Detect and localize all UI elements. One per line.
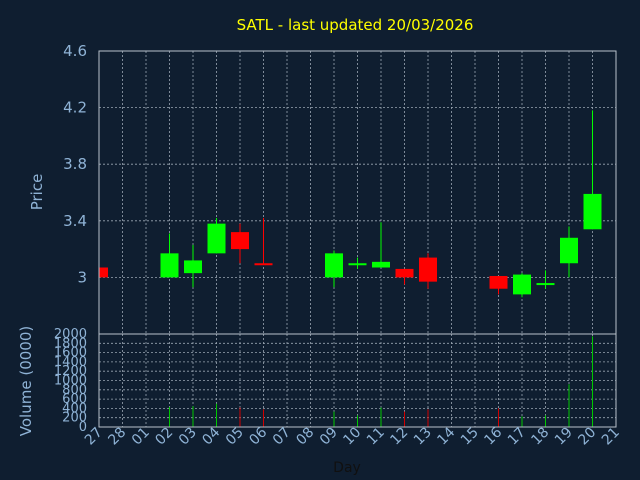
- candle-body: [395, 268, 414, 278]
- candle-body: [99, 267, 108, 278]
- price-y-tick-label: 4.2: [63, 99, 87, 117]
- candle-body: [160, 253, 179, 278]
- volume-y-tick-label: 1200: [54, 364, 87, 379]
- candle-body: [489, 275, 508, 289]
- price-y-tick-label: 3.8: [63, 155, 87, 173]
- candle-body: [372, 261, 390, 268]
- x-axis-label: Day: [333, 460, 361, 476]
- volume-y-tick-label: 1800: [54, 336, 87, 351]
- price-axis-label: Price: [28, 174, 46, 211]
- price-y-ticks: 3 3.4 3.8 4.2 4.6: [63, 42, 87, 286]
- volume-y-tick-label: 400: [62, 401, 87, 416]
- volume-y-tick-label: 2000: [54, 327, 87, 342]
- volume-y-tick-label: 200: [62, 411, 87, 426]
- volume-bars: [169, 336, 593, 427]
- candle-body: [560, 237, 578, 264]
- x-ticks: 27 28 01 02 03 04 05 06 07 08 09 10 11 12 13 14 15 16 17 18…: [82, 424, 623, 448]
- price-candles: [98, 110, 602, 298]
- chart-title: SATL - last updated 20/03/2026: [237, 16, 474, 34]
- price-y-tick-label: 3: [77, 268, 87, 286]
- volume-y-tick-label: 1400: [54, 355, 87, 370]
- candle-body: [325, 253, 343, 278]
- candle-body: [348, 263, 367, 266]
- candle-body: [583, 193, 602, 230]
- candle-body: [513, 274, 531, 295]
- volume-y-tick-label: 0: [79, 420, 87, 435]
- price-y-tick-label: 4.6: [63, 42, 87, 60]
- candle-body: [231, 232, 249, 250]
- volume-y-tick-label: 600: [62, 392, 87, 407]
- volume-y-tick-label: 1600: [54, 346, 87, 361]
- candle-body: [207, 223, 226, 254]
- volume-y-tick-label: 800: [62, 383, 87, 398]
- volume-y-tick-label: 1000: [54, 374, 87, 389]
- candle-body: [184, 260, 202, 274]
- volume-plot-frame: [98, 333, 617, 428]
- candle-body: [536, 283, 555, 286]
- candle-body: [254, 263, 273, 266]
- price-y-tick-label: 3.4: [63, 212, 87, 230]
- candle-body: [419, 257, 437, 282]
- volume-axis-label: Volume (0000): [17, 326, 35, 436]
